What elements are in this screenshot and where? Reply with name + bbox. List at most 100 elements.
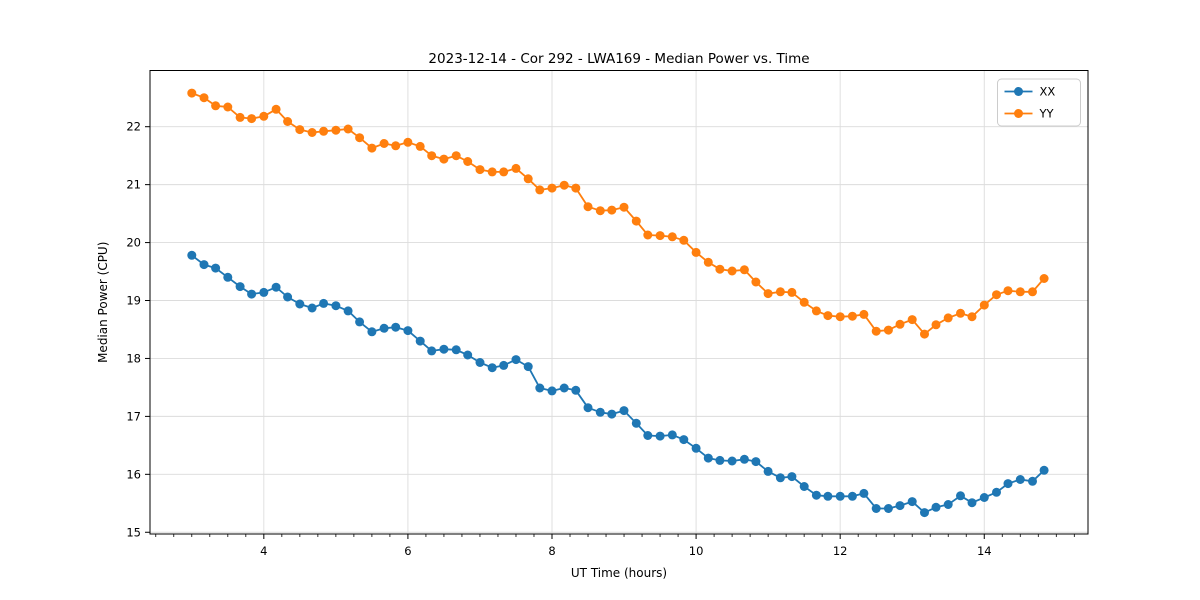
- data-point-yy: [799, 297, 809, 307]
- data-point-xx: [727, 456, 737, 466]
- data-point-yy: [379, 139, 389, 148]
- data-point-yy: [331, 125, 341, 135]
- data-point-yy: [931, 320, 941, 330]
- data-point-xx: [799, 482, 809, 491]
- x-tick-label: 4: [260, 544, 267, 558]
- data-point-xx: [715, 455, 725, 465]
- data-point-xx: [679, 435, 689, 445]
- data-point-xx: [667, 430, 677, 440]
- data-point-yy: [367, 143, 377, 153]
- data-point-yy: [679, 235, 689, 245]
- data-point-yy: [727, 266, 737, 276]
- data-point-yy: [823, 311, 833, 321]
- data-point-yy: [655, 231, 665, 241]
- data-point-xx: [931, 502, 941, 512]
- data-point-yy: [1015, 287, 1025, 297]
- data-point-xx: [571, 385, 581, 395]
- data-point-xx: [427, 346, 437, 356]
- data-point-xx: [859, 488, 869, 498]
- y-tick-label: 18: [126, 351, 141, 365]
- data-point-yy: [1028, 287, 1037, 297]
- data-point-yy: [283, 117, 293, 126]
- data-point-yy: [223, 102, 233, 112]
- legend-item-yy: YY: [1004, 107, 1055, 121]
- data-point-yy: [811, 306, 821, 316]
- data-point-yy: [775, 287, 785, 297]
- y-tick-label: 19: [126, 294, 141, 308]
- data-point-yy: [992, 290, 1001, 300]
- data-point-yy: [271, 104, 281, 114]
- legend-label-xx: XX: [1040, 85, 1056, 99]
- data-point-yy: [475, 165, 485, 175]
- data-point-xx: [271, 282, 281, 292]
- data-point-yy: [763, 289, 773, 299]
- x-tick-label: 10: [689, 544, 704, 558]
- data-point-xx: [920, 508, 929, 518]
- data-point-xx: [739, 454, 749, 464]
- data-point-yy: [211, 101, 221, 111]
- data-point-yy: [895, 319, 905, 329]
- data-point-xx: [295, 299, 305, 309]
- data-point-yy: [391, 141, 401, 151]
- data-point-yy: [355, 133, 365, 143]
- y-tick-label: 21: [126, 178, 141, 192]
- data-point-xx: [451, 345, 461, 355]
- data-point-xx: [956, 491, 965, 501]
- y-tick-label: 15: [126, 525, 141, 539]
- data-point-xx: [895, 501, 905, 511]
- data-point-yy: [1003, 286, 1013, 296]
- data-point-xx: [811, 490, 821, 500]
- data-point-yy: [247, 114, 257, 124]
- data-point-yy: [703, 257, 713, 267]
- legend-marker-xx: [1014, 87, 1023, 96]
- series-layer: [187, 88, 1049, 518]
- data-point-xx: [499, 360, 509, 370]
- data-point-xx: [1015, 475, 1025, 484]
- data-point-xx: [967, 498, 977, 508]
- data-point-xx: [992, 487, 1001, 497]
- x-tick-label: 14: [977, 544, 992, 558]
- data-point-yy: [835, 312, 845, 322]
- data-point-yy: [259, 111, 269, 121]
- data-point-xx: [607, 409, 617, 419]
- data-point-xx: [1003, 479, 1013, 489]
- data-point-yy: [920, 329, 929, 339]
- data-point-yy: [871, 326, 881, 336]
- data-point-xx: [643, 431, 653, 440]
- data-point-yy: [439, 154, 449, 164]
- data-point-yy: [511, 163, 521, 173]
- data-point-yy: [907, 315, 917, 325]
- data-point-yy: [691, 247, 701, 257]
- data-point-xx: [247, 289, 257, 299]
- data-point-xx: [343, 306, 353, 316]
- data-point-yy: [559, 180, 569, 190]
- data-point-xx: [655, 431, 665, 441]
- x-tick-label: 6: [404, 544, 411, 558]
- data-point-yy: [859, 309, 869, 319]
- data-point-yy: [967, 312, 977, 322]
- data-point-xx: [463, 350, 473, 360]
- data-point-xx: [763, 466, 773, 476]
- data-point-yy: [619, 202, 629, 212]
- data-point-xx: [979, 493, 989, 502]
- data-point-yy: [571, 183, 581, 193]
- data-point-yy: [307, 128, 317, 137]
- data-point-yy: [451, 151, 461, 161]
- data-point-yy: [343, 124, 353, 134]
- data-point-yy: [943, 313, 953, 323]
- data-point-xx: [199, 260, 209, 270]
- data-point-xx: [871, 504, 881, 513]
- data-point-yy: [187, 88, 197, 98]
- data-point-yy: [583, 202, 593, 212]
- x-axis-label: UT Time (hours): [571, 566, 667, 580]
- data-point-yy: [295, 125, 305, 135]
- data-point-xx: [691, 443, 701, 453]
- data-point-xx: [775, 473, 785, 483]
- data-point-xx: [331, 301, 341, 311]
- y-tick-label: 17: [126, 409, 141, 423]
- data-point-xx: [187, 250, 197, 260]
- data-point-yy: [595, 206, 605, 216]
- data-point-xx: [379, 323, 389, 333]
- data-point-xx: [835, 491, 845, 501]
